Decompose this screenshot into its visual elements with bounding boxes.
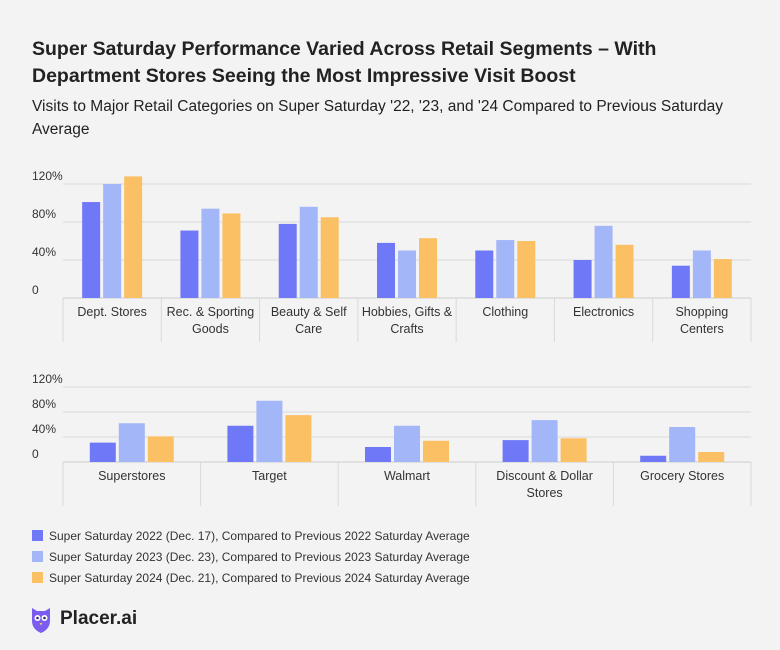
bar (698, 452, 725, 462)
x-tick-label: Centers (680, 322, 724, 336)
placer-owl-icon (32, 608, 50, 633)
bar (692, 250, 711, 298)
bar (222, 213, 241, 298)
y-tick-label: 80% (32, 397, 56, 411)
bar (671, 265, 690, 298)
legend-label-2022: Super Saturday 2022 (Dec. 17), Compared … (49, 528, 470, 543)
bar (560, 438, 587, 462)
bar (147, 436, 174, 462)
bar (180, 230, 199, 298)
bar (365, 447, 391, 462)
bar (669, 427, 696, 462)
legend-swatch-2023 (32, 551, 43, 562)
legend-item-2023: Super Saturday 2023 (Dec. 23), Compared … (32, 546, 470, 567)
bar (475, 250, 494, 298)
legend-item-2024: Super Saturday 2024 (Dec. 21), Compared … (32, 567, 470, 588)
bar (496, 240, 515, 298)
bar (285, 415, 312, 462)
legend-item-2022: Super Saturday 2022 (Dec. 17), Compared … (32, 525, 470, 546)
x-tick-label: Walmart (384, 469, 431, 483)
x-tick-label: Crafts (390, 322, 423, 336)
x-tick-label: Stores (527, 486, 563, 500)
y-tick-label: 120% (32, 372, 63, 386)
bar (227, 425, 254, 462)
bar (517, 241, 536, 298)
bar (278, 223, 297, 298)
brand-name: Placer.ai (60, 608, 138, 629)
brand-logo: Placer.ai (30, 604, 137, 634)
bar (118, 423, 145, 462)
bar (320, 217, 339, 298)
chart-title: Super Saturday Performance Varied Across… (32, 38, 657, 87)
bar (531, 420, 558, 462)
legend: Super Saturday 2022 (Dec. 17), Compared … (32, 525, 470, 588)
x-tick-label: Electronics (573, 305, 634, 319)
bar (299, 206, 318, 298)
bar (713, 259, 732, 298)
x-tick-label: Shopping (675, 305, 728, 319)
bottom-bar-chart: 120% 80% 40% 0 Superstores Target Walmart Disco… (32, 372, 752, 506)
bar (103, 184, 122, 298)
x-tick-label: Rec. & Sporting (167, 305, 255, 319)
y-tick-label: 0 (32, 283, 39, 297)
bar (640, 455, 667, 462)
bar (256, 400, 283, 462)
x-tick-label: Care (295, 322, 322, 336)
x-tick-label: Superstores (98, 469, 165, 483)
top-bar-chart: 120% 80% 40% 0 Dept. Stores Rec. & Sporting Go… (32, 169, 752, 342)
legend-label-2024: Super Saturday 2024 (Dec. 21), Compared … (49, 570, 470, 585)
y-tick-label: 0 (32, 447, 39, 461)
x-tick-label: Grocery Stores (640, 469, 724, 483)
legend-label-2023: Super Saturday 2023 (Dec. 23), Compared … (49, 549, 470, 564)
y-tick-label: 40% (32, 422, 56, 436)
y-tick-label: 40% (32, 245, 56, 259)
bar (398, 250, 416, 298)
x-tick-label: Clothing (482, 305, 528, 319)
bar (419, 238, 437, 298)
x-tick-label: Hobbies, Gifts & (362, 305, 453, 319)
bar (89, 442, 116, 462)
bar (573, 260, 592, 298)
bar (82, 202, 101, 298)
legend-swatch-2022 (32, 530, 43, 541)
bar (394, 425, 420, 462)
x-tick-label: Dept. Stores (77, 305, 146, 319)
x-tick-label: Goods (192, 322, 229, 336)
y-tick-label: 80% (32, 207, 56, 221)
x-tick-label: Discount & Dollar (496, 469, 593, 483)
bar (423, 440, 449, 462)
x-tick-label: Beauty & Self (271, 305, 347, 319)
bar (594, 225, 613, 298)
legend-swatch-2024 (32, 572, 43, 583)
bar (502, 440, 529, 462)
bar (377, 242, 395, 298)
bar (124, 176, 143, 298)
chart-subtitle: Visits to Major Retail Categories on Sup… (32, 98, 723, 138)
bar (615, 244, 634, 298)
y-tick-label: 120% (32, 169, 63, 183)
x-tick-label: Target (252, 469, 287, 483)
bar (201, 208, 220, 298)
